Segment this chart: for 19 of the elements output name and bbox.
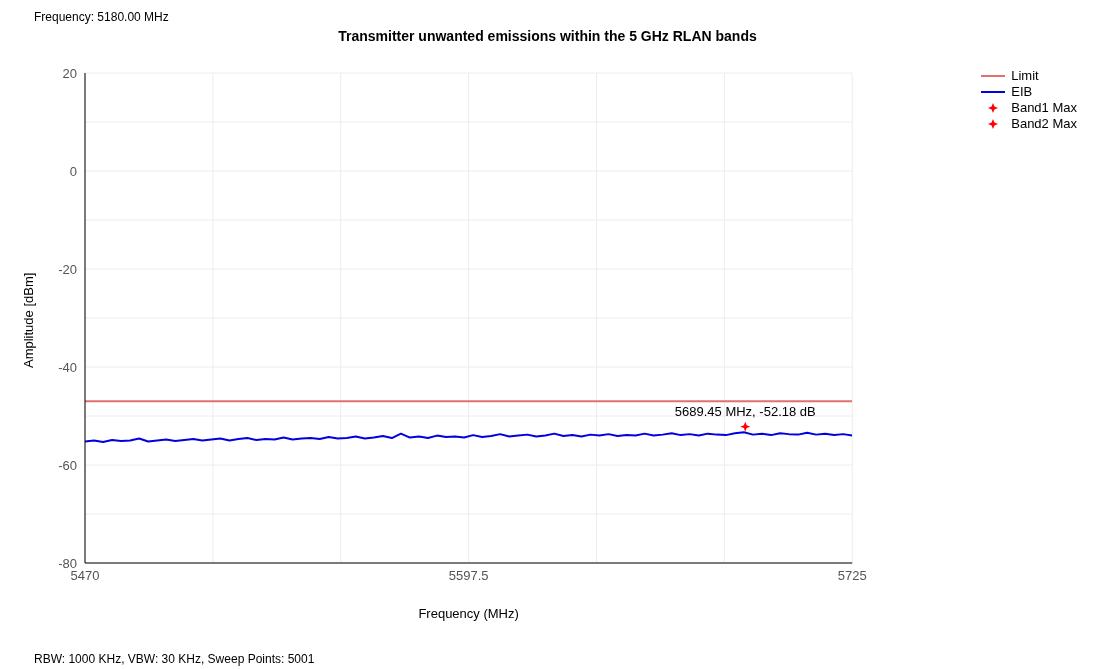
y-tick-label: -20 [58, 261, 77, 277]
legend-label: Band2 Max [1011, 116, 1077, 132]
y-tick-label: 0 [69, 163, 77, 179]
x-tick-label: 5470 [70, 568, 100, 584]
x-tick-label: 5597.5 [448, 568, 489, 584]
legend-label: Limit [1011, 68, 1039, 84]
annotation: 5689.45 MHz, -52.18 dB [674, 403, 816, 419]
chart-title: Transmitter unwanted emissions within the 5 GHz RLAN bands [337, 28, 758, 44]
y-tick-label: -60 [58, 457, 77, 473]
y-tick-label: -80 [58, 555, 77, 571]
legend-label: EIB [1011, 84, 1033, 100]
text: RBW: 1000 KHz, VBW: 30 KHz, Sweep Points: 5001 [34, 652, 315, 666]
y-axis-title: Amplitude [dBm] [20, 272, 36, 368]
legend-label: Band1 Max [1011, 100, 1077, 116]
y-tick-label: 20 [62, 65, 77, 81]
text: Frequency: 5180.00 MHz [34, 10, 169, 24]
x-axis-title: Frequency (MHz) [418, 606, 519, 621]
x-tick-label: 5725 [837, 568, 867, 584]
y-tick-label: -40 [58, 359, 77, 375]
